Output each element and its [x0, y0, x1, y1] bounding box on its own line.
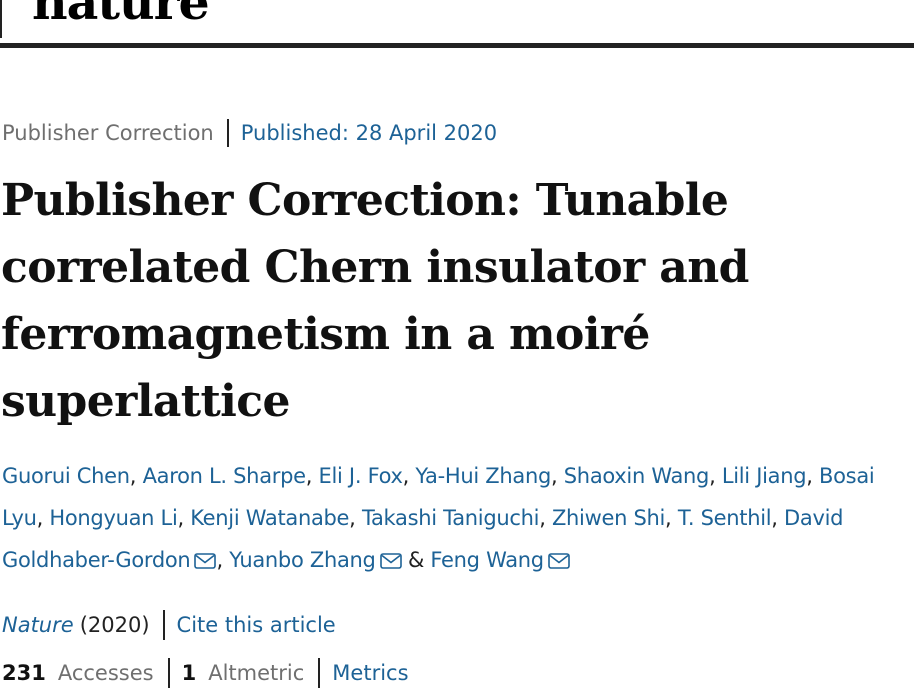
author-link[interactable]: Shaoxin Wang — [563, 464, 710, 488]
author-separator: , — [402, 464, 416, 488]
author-link[interactable]: T. Senthil — [677, 506, 772, 530]
author-separator: , — [539, 506, 552, 530]
author-separator: , — [129, 464, 143, 488]
article-metrics: 231 Accesses 1 Altmetric Metrics — [2, 658, 409, 688]
article-title: Publisher Correction: Tunable correlated… — [1, 175, 749, 427]
author-link[interactable]: Zhiwen Shi — [551, 506, 666, 530]
accesses-label: Accesses — [57, 661, 154, 685]
author-separator: , — [665, 506, 678, 530]
metrics-link[interactable]: Metrics — [332, 661, 409, 685]
header-edge-divider — [0, 0, 2, 38]
author-link[interactable]: Yuanbo Zhang — [229, 548, 376, 572]
author-link[interactable]: Kenji Watanabe — [190, 506, 350, 530]
altmetric-label: Altmetric — [208, 661, 305, 685]
author-separator: , — [806, 464, 820, 488]
publication-year: (2020) — [79, 613, 150, 637]
author-link[interactable]: Ya-Hui Zhang — [415, 464, 552, 488]
author-link[interactable]: Lili Jiang — [721, 464, 807, 488]
author-link[interactable]: Feng Wang — [430, 548, 544, 572]
metrics-divider — [318, 658, 321, 688]
author-link[interactable]: Aaron L. Sharpe — [142, 464, 306, 488]
citation-line: Nature (2020) Cite this article — [2, 610, 336, 640]
author-list: Guorui Chen, Aaron L. Sharpe, Eli J. Fox… — [2, 455, 907, 581]
author-link[interactable]: Takashi Taniguchi — [361, 506, 540, 530]
accesses-count: 231 — [2, 661, 46, 685]
journal-name-link[interactable]: Nature — [2, 613, 74, 637]
author-link[interactable]: Bosai Lyu — [2, 464, 875, 530]
author-link[interactable]: Hongyuan Li — [49, 506, 178, 530]
author-separator: , — [305, 464, 319, 488]
author-separator: , — [349, 506, 362, 530]
nature-logo[interactable]: nature — [32, 0, 210, 31]
author-link[interactable]: David Goldhaber-Gordon — [2, 506, 844, 572]
article-meta: Publisher Correction Published: 28 April… — [2, 119, 497, 147]
header-rule — [0, 43, 914, 48]
altmetric-count: 1 — [181, 661, 197, 685]
author-link[interactable]: Guorui Chen — [2, 464, 130, 488]
author-link[interactable]: Eli J. Fox — [318, 464, 403, 488]
author-separator: , — [709, 464, 722, 488]
author-separator: , — [36, 506, 50, 530]
envelope-icon[interactable] — [379, 553, 402, 569]
author-separator: , — [177, 506, 191, 530]
metrics-divider — [167, 658, 170, 688]
article-type: Publisher Correction — [2, 121, 214, 145]
site-header: nature — [0, 0, 914, 49]
author-separator: , — [216, 548, 230, 572]
author-separator: , — [551, 464, 564, 488]
cite-article-link[interactable]: Cite this article — [176, 613, 336, 637]
author-separator: , — [771, 506, 785, 530]
envelope-icon[interactable] — [548, 553, 570, 569]
meta-divider — [226, 119, 229, 147]
publication-date-link[interactable]: Published: 28 April 2020 — [240, 121, 498, 145]
envelope-icon[interactable] — [194, 553, 217, 569]
author-separator: & — [401, 548, 431, 572]
citation-divider — [162, 610, 165, 640]
